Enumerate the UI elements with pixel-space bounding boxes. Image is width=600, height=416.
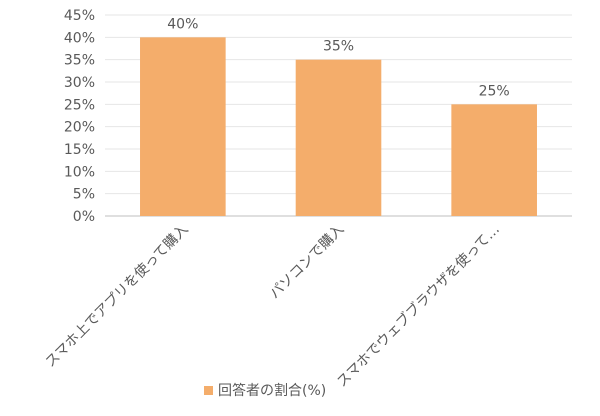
- category-label: スマホ上でアプリを使って購入: [42, 221, 192, 371]
- y-tick-label: 40%: [64, 30, 95, 46]
- y-tick-label: 30%: [64, 75, 95, 91]
- data-label: 25%: [479, 83, 510, 99]
- bar: [451, 104, 537, 216]
- legend-swatch: [204, 385, 213, 395]
- data-label: 35%: [323, 39, 354, 55]
- y-tick-label: 25%: [64, 97, 95, 113]
- category-label: パソコンで購入: [267, 222, 348, 303]
- y-tick-label: 0%: [73, 209, 95, 225]
- y-tick-label: 5%: [73, 187, 95, 203]
- y-tick-label: 20%: [64, 120, 95, 136]
- data-label: 40%: [167, 16, 198, 32]
- bar: [295, 59, 382, 216]
- y-tick-label: 35%: [64, 53, 95, 69]
- legend: 回答者の割合(%): [204, 380, 326, 400]
- y-tick-label: 15%: [64, 142, 95, 158]
- y-tick-label: 45%: [64, 8, 95, 24]
- y-tick-label: 10%: [64, 164, 95, 180]
- category-label: スマホでウェブブラウザを使って…: [333, 221, 503, 391]
- legend-label: 回答者の割合(%): [218, 383, 327, 399]
- bar: [140, 37, 226, 217]
